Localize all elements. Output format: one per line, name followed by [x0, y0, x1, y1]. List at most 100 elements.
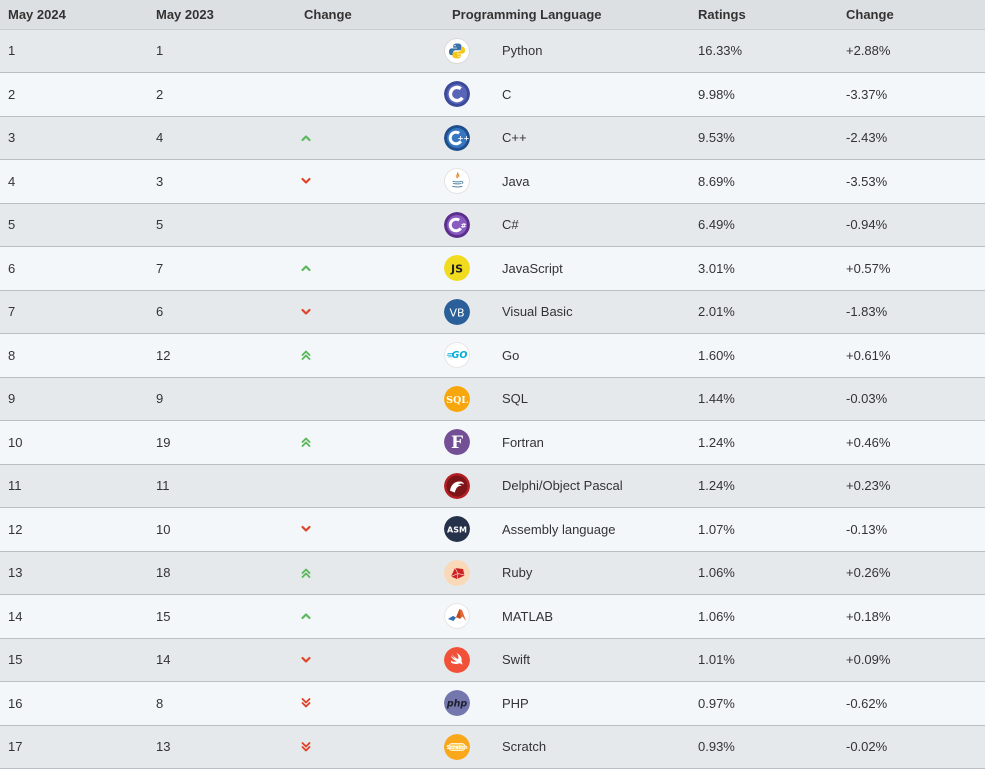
javascript-logo-icon: JS	[444, 255, 470, 282]
position-change	[296, 551, 444, 595]
arrow-up-icon	[296, 262, 444, 274]
language-name: PHP	[502, 695, 529, 711]
matlab-logo-icon	[444, 603, 470, 630]
rank-current: 6	[0, 246, 148, 291]
language-name: Swift	[502, 652, 531, 668]
rank-current: 16	[0, 681, 148, 726]
go-logo-icon: GO	[444, 342, 470, 369]
programming-language: SQL SQL	[444, 377, 690, 421]
rating-value: 1.07%	[690, 507, 838, 552]
language-name: Java	[502, 173, 530, 189]
table-row: 17 13 Scratch Scratch 0.93% -0.02%	[0, 725, 985, 769]
rating-value: 1.24%	[690, 464, 838, 508]
language-name: Visual Basic	[502, 304, 573, 320]
cplusplus-logo-icon: ++	[444, 124, 470, 151]
rank-previous: 13	[148, 725, 296, 769]
programming-language: GO Go	[444, 333, 690, 378]
rank-previous: 3	[148, 159, 296, 204]
rating-value: 3.01%	[690, 246, 838, 291]
assembly-logo-icon: ASM	[444, 516, 470, 543]
programming-language: VB Visual Basic	[444, 290, 690, 334]
rank-previous: 7	[148, 246, 296, 291]
visual-basic-logo-icon: VB	[444, 298, 470, 325]
svg-text:JS: JS	[450, 263, 463, 276]
table-row: 3 4 ++ C++ 9.53% -2.43%	[0, 116, 985, 160]
rank-previous: 8	[148, 681, 296, 726]
language-name: Go	[502, 347, 520, 363]
arrow-up-icon	[296, 132, 444, 144]
double-arrow-down-icon	[296, 741, 444, 753]
header-ratings-change: Change	[838, 0, 985, 30]
rating-change: -3.53%	[838, 159, 985, 204]
header-row: May 2024 May 2023 Change Programming Lan…	[0, 0, 985, 30]
position-change	[296, 159, 444, 204]
language-name: C#	[502, 217, 519, 233]
table-row: 8 12 GO Go 1.60% +0.61%	[0, 333, 985, 378]
language-name: Delphi/Object Pascal	[502, 478, 623, 494]
svg-text:++: ++	[458, 134, 470, 142]
arrow-up-icon	[296, 610, 444, 622]
rating-value: 1.24%	[690, 420, 838, 465]
rank-current: 7	[0, 290, 148, 334]
rank-current: 10	[0, 420, 148, 465]
table-row: 5 5 # C# 6.49% -0.94%	[0, 203, 985, 247]
svg-text:VB: VB	[449, 306, 464, 319]
programming-language: php PHP	[444, 681, 690, 726]
position-change	[296, 246, 444, 291]
rating-change: -0.62%	[838, 681, 985, 726]
position-change	[296, 681, 444, 726]
table-header: May 2024 May 2023 Change Programming Lan…	[0, 0, 985, 30]
rank-previous: 1	[148, 29, 296, 73]
arrow-down-icon	[296, 654, 444, 666]
rating-value: 9.98%	[690, 72, 838, 117]
rank-current: 4	[0, 159, 148, 204]
rating-value: 1.60%	[690, 333, 838, 378]
rank-previous: 5	[148, 203, 296, 247]
header-ratings: Ratings	[690, 0, 838, 30]
table-row: 11 11 Delphi/Object Pascal 1.24% +0.23%	[0, 464, 985, 508]
rating-value: 8.69%	[690, 159, 838, 204]
programming-language: # C#	[444, 203, 690, 247]
position-change	[296, 638, 444, 682]
language-name: Fortran	[502, 434, 544, 450]
language-name: Python	[502, 43, 543, 59]
rank-current: 15	[0, 638, 148, 682]
programming-language: Scratch Scratch	[444, 725, 690, 769]
rank-current: 3	[0, 116, 148, 160]
rank-current: 2	[0, 72, 148, 117]
rating-change: -0.94%	[838, 203, 985, 247]
rank-previous: 9	[148, 377, 296, 421]
position-change	[296, 507, 444, 552]
position-change	[296, 203, 444, 247]
scratch-logo-icon: Scratch	[444, 733, 470, 760]
table-row: 2 2 C 9.98% -3.37%	[0, 72, 985, 117]
rank-current: 5	[0, 203, 148, 247]
rating-change: -0.03%	[838, 377, 985, 421]
language-name: Ruby	[502, 565, 533, 581]
position-change	[296, 594, 444, 639]
delphi-logo-icon	[444, 472, 470, 499]
ruby-logo-icon	[444, 559, 470, 586]
position-change	[296, 29, 444, 73]
rating-change: +0.61%	[838, 333, 985, 378]
rank-previous: 12	[148, 333, 296, 378]
svg-text:GO: GO	[452, 350, 468, 361]
rank-previous: 15	[148, 594, 296, 639]
rating-change: +0.46%	[838, 420, 985, 465]
position-change	[296, 290, 444, 334]
rank-previous: 14	[148, 638, 296, 682]
arrow-down-icon	[296, 523, 444, 535]
rating-value: 0.93%	[690, 725, 838, 769]
arrow-down-icon	[296, 175, 444, 187]
svg-text:#: #	[461, 222, 467, 230]
programming-language: Ruby	[444, 551, 690, 595]
rating-value: 1.06%	[690, 594, 838, 639]
rank-current: 9	[0, 377, 148, 421]
programming-language: C	[444, 72, 690, 117]
table-body: 1 1 Python 16.33% +2.88% 2 2 C 9.98% -3.37% 3 4 ++ C+…	[0, 29, 985, 769]
svg-text:php: php	[446, 699, 468, 710]
rank-previous: 6	[148, 290, 296, 334]
rating-change: +2.88%	[838, 29, 985, 73]
rating-value: 16.33%	[690, 29, 838, 73]
